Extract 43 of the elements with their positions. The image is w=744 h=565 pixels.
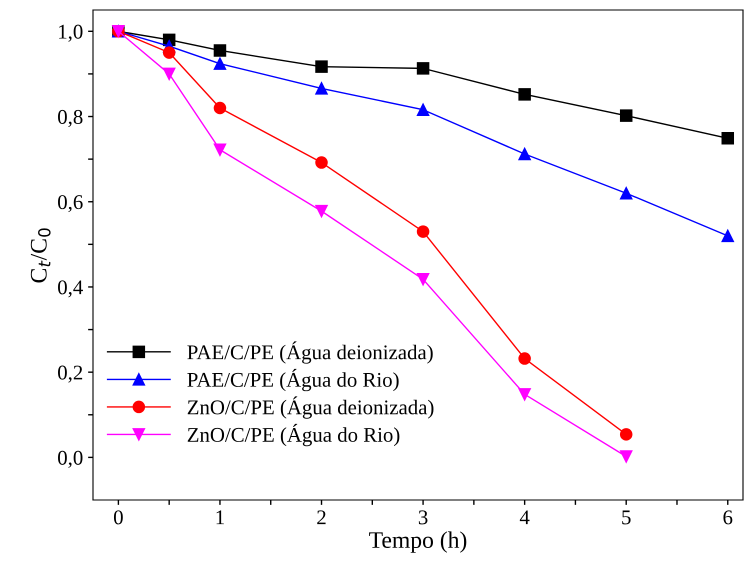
point [315, 60, 328, 73]
x-tick-label: 4 [520, 510, 530, 524]
y-tick-label: 0,8 [58, 110, 82, 127]
x-tick-label: 6 [723, 510, 732, 524]
point [162, 68, 176, 80]
legend-label: ZnO/C/PE (Água deionizada) [188, 396, 434, 419]
x-tick-label: 2 [317, 510, 326, 524]
point [315, 204, 328, 218]
y-tick-label: 1,0 [59, 24, 82, 42]
point [620, 450, 632, 463]
legend-label: PAE/C/PE (Água do Rio) [187, 368, 399, 392]
point [620, 428, 632, 441]
point [518, 352, 531, 365]
point [315, 156, 328, 169]
legend-label: PAE/C/PE (Água deionizada) [187, 341, 433, 364]
point [722, 230, 734, 242]
point [416, 103, 430, 116]
point [162, 46, 176, 59]
legend-label: ZnO/C/PE (Água do Rio) [188, 424, 400, 446]
point [214, 144, 226, 156]
point [214, 102, 226, 114]
x-tick-label: 5 [622, 510, 631, 524]
y-tick-label: 0,2 [58, 366, 82, 383]
y-tick-label: 0,0 [58, 450, 82, 468]
y-axis-title: C$_{t}$/C$_{0}$ [30, 228, 51, 282]
y-tick-label: 0,4 [58, 280, 83, 298]
x-tick-label: 3 [418, 510, 428, 524]
point [214, 44, 226, 57]
point [416, 62, 430, 75]
point [722, 132, 734, 145]
point [518, 88, 531, 101]
x-axis-title: Tempo (h) [369, 531, 466, 553]
point [620, 186, 632, 200]
point [315, 82, 328, 95]
point [518, 388, 531, 401]
point [416, 225, 430, 238]
y-tick-label: 0,6 [58, 195, 83, 212]
x-tick-label: 1 [216, 510, 224, 524]
point [518, 148, 531, 160]
x-tick-label: 0 [114, 510, 123, 524]
point [620, 109, 632, 122]
point [214, 57, 226, 70]
point [416, 273, 430, 286]
